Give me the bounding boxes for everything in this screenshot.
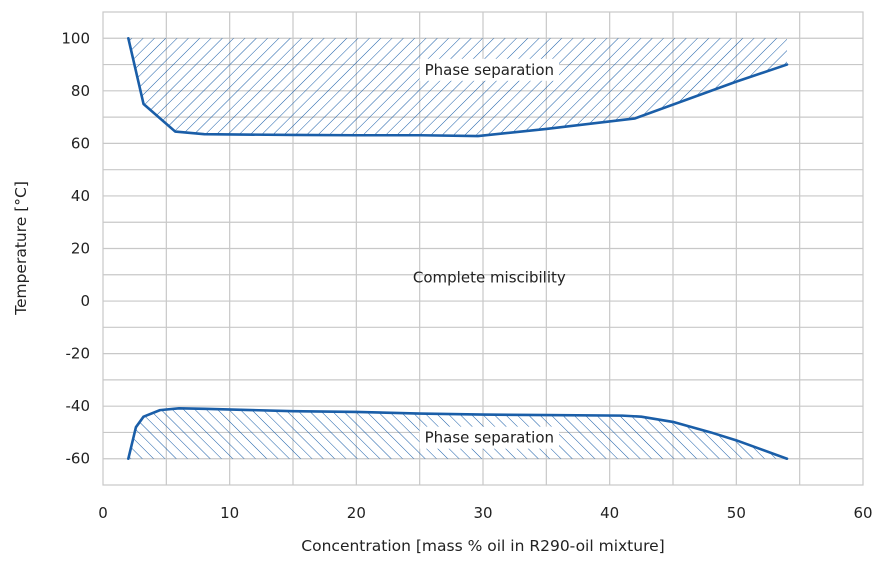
plot-frame [102, 11, 864, 486]
x-tick-label: 30 [473, 504, 492, 522]
region-label: Phase separation [419, 58, 560, 81]
region-label: Complete miscibility [413, 268, 566, 286]
y-tick-label: 0 [80, 292, 90, 310]
x-tick-label: 40 [600, 504, 619, 522]
region-label-background [419, 426, 560, 449]
y-tick-label: 20 [71, 240, 90, 258]
x-tick-label: 0 [98, 504, 108, 522]
region-label-text: Complete miscibility [413, 268, 566, 286]
region-label-text: Phase separation [425, 61, 554, 79]
lower-boundary-line [127, 406, 789, 461]
y-tick-label: 60 [71, 134, 90, 152]
x-axis-label: Concentration [mass % oil in R290-oil mi… [301, 537, 664, 555]
y-tick-label: 80 [71, 82, 90, 100]
y-tick-label: 40 [71, 187, 90, 205]
region-label-background [419, 58, 560, 81]
x-axis-ticks: 0 10 20 30 40 50 60 [98, 504, 872, 522]
y-tick-label: 100 [61, 29, 90, 47]
x-tick-label: 20 [347, 504, 366, 522]
y-tick-label: -40 [66, 397, 91, 415]
x-tick-label: 50 [727, 504, 746, 522]
y-tick-label: -20 [66, 345, 91, 363]
curves-layer [127, 36, 789, 461]
region-labels: Phase separation Complete miscibility Phas… [413, 58, 566, 449]
x-tick-label: 10 [220, 504, 239, 522]
y-tick-label: -60 [66, 450, 91, 468]
x-tick-label: 60 [853, 504, 872, 522]
region-label: Phase separation [419, 426, 560, 449]
y-axis-ticks: 100 80 60 40 20 0 -20 -40 -60 [61, 29, 90, 467]
y-axis-label: Temperature [°C] [12, 181, 30, 316]
phase-separation-area [128, 38, 788, 137]
region-label-text: Phase separation [425, 429, 554, 447]
upper-boundary-line [127, 36, 789, 138]
